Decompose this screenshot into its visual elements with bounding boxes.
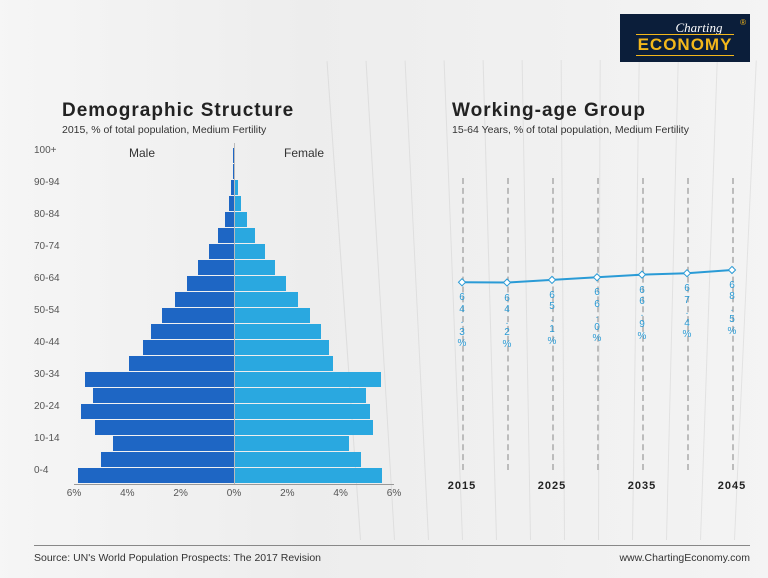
pyramid-y-label: 50-54 bbox=[34, 305, 94, 316]
pyramid-y-label: 0-4 bbox=[34, 465, 94, 476]
pyramid-x-tick: 2% bbox=[173, 488, 187, 499]
pyramid-y-label: 60-64 bbox=[34, 273, 94, 284]
pyramid-y-label: 90-94 bbox=[34, 177, 94, 188]
brand-line2: ECONOMY bbox=[636, 34, 735, 56]
wa-year-label: 2015 bbox=[448, 480, 476, 492]
footer: Source: UN's World Population Prospects:… bbox=[34, 545, 750, 564]
pyramid-x-tick: 0% bbox=[227, 488, 241, 499]
pyramid-y-label: 30-34 bbox=[34, 369, 94, 380]
source-text: Source: UN's World Population Prospects:… bbox=[34, 552, 321, 564]
wa-value-label: 65.1% bbox=[544, 290, 560, 348]
left-title-block: Demographic Structure 2015, % of total p… bbox=[62, 100, 294, 136]
pyramid-x-tick: 6% bbox=[67, 488, 81, 499]
pyramid-y-label: 40-44 bbox=[34, 337, 94, 348]
wa-value-label: 66.9% bbox=[634, 285, 650, 343]
wa-value-label: 64.3% bbox=[454, 292, 470, 350]
wa-year-label: 2035 bbox=[628, 480, 656, 492]
pyramid-y-label: 10-14 bbox=[34, 433, 94, 444]
pyramid-x-tick: 6% bbox=[387, 488, 401, 499]
working-age-line-chart: 64.3%64.2%65.1%66.0%66.9%67.4%68.5% 2015… bbox=[452, 178, 742, 498]
brand-logo: ® Charting ECONOMY bbox=[620, 14, 750, 62]
wa-value-label: 68.5% bbox=[724, 280, 740, 338]
wa-year-label: 2025 bbox=[538, 480, 566, 492]
wa-value-label: 67.4% bbox=[679, 283, 695, 341]
right-title-block: Working-age Group 15-64 Years, % of tota… bbox=[452, 100, 689, 136]
pyramid-x-tick: 4% bbox=[333, 488, 347, 499]
pyramid-y-label: 100+ bbox=[34, 145, 94, 156]
right-chart-title: Working-age Group bbox=[452, 100, 689, 122]
registered-symbol: ® bbox=[740, 18, 746, 27]
pyramid-x-tick: 4% bbox=[120, 488, 134, 499]
left-chart-title: Demographic Structure bbox=[62, 100, 294, 122]
pyramid-x-tick: 2% bbox=[280, 488, 294, 499]
wa-value-label: 66.0% bbox=[589, 287, 605, 345]
population-pyramid-chart: Male Female 100+90-9480-8470-7460-6450-5… bbox=[34, 148, 394, 518]
right-chart-subtitle: 15-64 Years, % of total population, Medi… bbox=[452, 124, 689, 136]
pyramid-y-label: 80-84 bbox=[34, 209, 94, 220]
wa-value-label: 64.2% bbox=[499, 293, 515, 351]
pyramid-y-label: 70-74 bbox=[34, 241, 94, 252]
pyramid-y-label: 20-24 bbox=[34, 401, 94, 412]
wa-year-label: 2045 bbox=[718, 480, 746, 492]
site-url: www.ChartingEconomy.com bbox=[619, 552, 750, 564]
left-chart-subtitle: 2015, % of total population, Medium Fert… bbox=[62, 124, 294, 136]
